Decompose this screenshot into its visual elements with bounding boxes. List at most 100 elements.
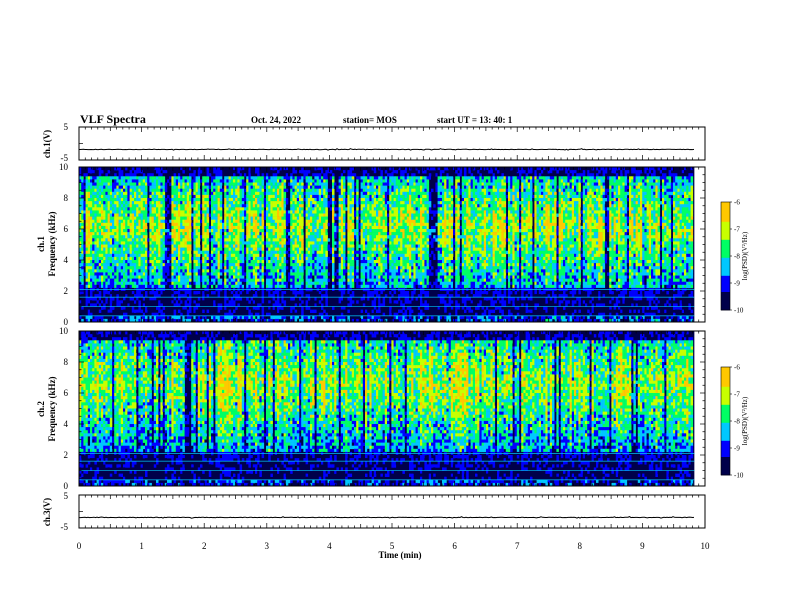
spectrogram-cell bbox=[182, 247, 185, 251]
spectrogram-cell bbox=[85, 182, 89, 186]
spectrogram-cell bbox=[109, 235, 113, 239]
spectrogram-cell bbox=[193, 291, 196, 295]
spectrogram-cell bbox=[162, 312, 166, 317]
spectrogram-cell bbox=[226, 222, 229, 227]
spectrogram-cell bbox=[120, 306, 124, 310]
spectrogram-cell bbox=[197, 167, 201, 171]
spectrogram-cell bbox=[180, 238, 183, 242]
spectrogram-cell bbox=[195, 176, 199, 180]
spectrogram-cell bbox=[316, 244, 320, 248]
spectrogram-cell bbox=[94, 284, 97, 289]
spectrogram-cell bbox=[316, 260, 320, 264]
spectrogram-cell bbox=[101, 284, 104, 289]
spectrogram-cell bbox=[250, 247, 254, 251]
spectrogram-cell bbox=[318, 182, 322, 186]
spectrogram-cell bbox=[178, 191, 181, 196]
spectrogram-cell bbox=[171, 179, 174, 183]
spectrogram-cell bbox=[318, 291, 322, 295]
spectrogram-cell bbox=[292, 170, 295, 174]
spectrogram-cell bbox=[94, 263, 97, 267]
spectrogram-cell bbox=[312, 225, 315, 230]
spectrogram-cell bbox=[305, 278, 309, 282]
spectrogram-cell bbox=[160, 291, 163, 295]
spectrogram-cell bbox=[200, 256, 203, 261]
spectrogram-cell bbox=[167, 194, 170, 199]
spectrogram-cell bbox=[239, 250, 243, 255]
spectrogram-cell bbox=[274, 250, 278, 255]
spectrogram-cell bbox=[281, 260, 284, 264]
spectrogram-cell bbox=[219, 235, 223, 239]
spectrogram-cell bbox=[323, 235, 326, 239]
spectrogram-cell bbox=[79, 167, 82, 171]
spectrogram-cell bbox=[123, 266, 126, 270]
spectrogram-cell bbox=[184, 204, 188, 208]
spectrogram-cell bbox=[270, 306, 273, 310]
spectrogram-cell bbox=[182, 207, 185, 211]
spectrogram-cell bbox=[103, 198, 106, 202]
spectrogram-cell bbox=[255, 207, 258, 211]
spectrogram-cell bbox=[332, 225, 335, 230]
spectrogram-cell bbox=[301, 260, 304, 264]
spectrogram-cell bbox=[296, 222, 300, 227]
spectrogram-cell bbox=[206, 232, 210, 236]
spectrogram-cell bbox=[257, 263, 260, 267]
spectrogram-cell bbox=[294, 191, 298, 196]
spectrogram-cell bbox=[116, 260, 119, 264]
spectrogram-cell bbox=[131, 229, 135, 233]
spectrogram-cell bbox=[228, 291, 232, 295]
spectrogram-cell bbox=[268, 188, 271, 193]
spectrogram-cell bbox=[244, 250, 247, 255]
spectrogram-cell bbox=[248, 204, 251, 208]
spectrogram-cell bbox=[186, 188, 190, 193]
spectrogram-cell bbox=[116, 225, 119, 230]
spectrogram-cell bbox=[272, 247, 276, 251]
spectrogram-cell bbox=[266, 179, 269, 183]
spectrogram-cell bbox=[151, 185, 155, 189]
spectrogram-cell bbox=[136, 191, 139, 196]
spectrogram-cell bbox=[338, 266, 342, 270]
spectrogram-cell bbox=[224, 176, 227, 180]
spectrogram-cell bbox=[204, 272, 207, 276]
spectrogram-cell bbox=[228, 297, 232, 301]
spectrogram-cell bbox=[261, 182, 265, 186]
spectrogram-cell bbox=[105, 244, 108, 248]
spectrogram-cell bbox=[85, 275, 89, 279]
spectrogram-cell bbox=[116, 176, 119, 180]
spectrogram-cell bbox=[268, 244, 271, 248]
spectrogram-cell bbox=[301, 182, 304, 186]
spectrogram-cell bbox=[316, 173, 320, 177]
spectrogram-cell bbox=[136, 266, 139, 270]
spectrogram-cell bbox=[145, 256, 148, 261]
spectrogram-cell bbox=[219, 207, 223, 211]
spectrogram-cell bbox=[114, 198, 117, 202]
spectrogram-cell bbox=[268, 294, 271, 298]
spectrogram-cell bbox=[272, 225, 276, 230]
spectrogram-cell bbox=[109, 207, 113, 211]
spectrogram-cell bbox=[305, 275, 309, 279]
spectrogram-cell bbox=[186, 185, 190, 189]
spectrogram-cell bbox=[94, 207, 97, 211]
spectrogram-cell bbox=[219, 170, 223, 174]
spectrogram-cell bbox=[158, 201, 161, 205]
spectrogram-cell bbox=[90, 284, 93, 289]
spectrogram-cell bbox=[230, 312, 234, 317]
spectrogram-cell bbox=[215, 222, 218, 227]
spectrogram-cell bbox=[261, 225, 265, 230]
spectrogram-cell bbox=[230, 235, 234, 239]
spectrogram-cell bbox=[239, 278, 243, 282]
spectrogram-cell bbox=[178, 303, 181, 307]
spectrogram-cell bbox=[134, 278, 137, 282]
spectrogram-cell bbox=[299, 198, 302, 202]
spectrogram-cell bbox=[224, 194, 227, 199]
spectrogram-cell bbox=[224, 294, 227, 298]
spectrogram-cell bbox=[149, 278, 152, 282]
spectrogram-cell bbox=[303, 263, 306, 267]
spectrogram-cell bbox=[321, 210, 324, 214]
spectrogram-cell bbox=[213, 170, 216, 174]
spectrogram-cell bbox=[217, 225, 221, 230]
spectrogram-cell bbox=[266, 294, 269, 298]
spectrogram-cell bbox=[92, 269, 95, 273]
spectrogram-cell bbox=[87, 315, 91, 320]
spectrogram-cell bbox=[92, 213, 95, 217]
spectrogram-cell bbox=[131, 294, 135, 298]
